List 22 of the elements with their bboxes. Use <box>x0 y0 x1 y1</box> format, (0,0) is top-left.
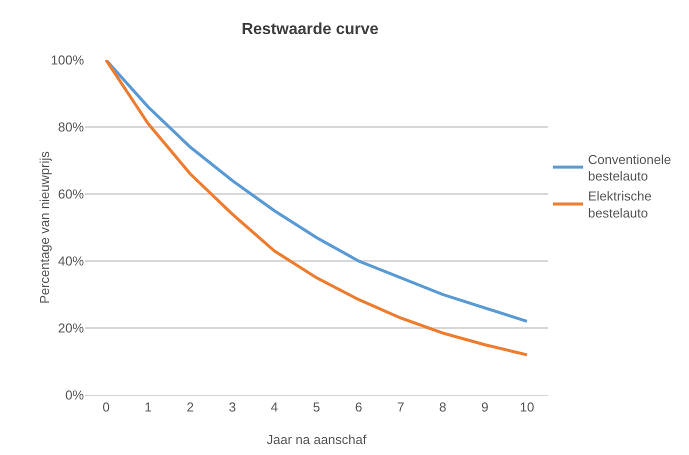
y-tick-label: 80% <box>58 120 84 135</box>
y-tick-label: 100% <box>50 52 84 68</box>
y-tick-label: 20% <box>58 320 84 336</box>
legend-label: Elektrische bestelauto <box>588 188 652 220</box>
x-tick-label: 9 <box>481 400 488 415</box>
y-tick-label: 0% <box>65 388 84 403</box>
x-tick-label: 5 <box>312 400 320 415</box>
x-tick-label: 0 <box>102 400 110 415</box>
y-tick-label: 40% <box>58 254 84 269</box>
legend-label: Conventionele bestelauto <box>588 152 672 184</box>
x-tick-label: 6 <box>354 400 362 415</box>
x-tick-label: 1 <box>144 400 152 415</box>
chart-title: Restwaarde curve <box>242 20 379 38</box>
x-axis-title: Jaar na aanschaf <box>266 432 367 447</box>
x-tick-label: 8 <box>439 400 446 415</box>
x-tick-label: 2 <box>186 400 194 415</box>
y-axis-title: Percentage van nieuwprijs <box>37 150 52 304</box>
x-tick-label: 4 <box>270 400 278 415</box>
y-tick-label: 60% <box>58 186 84 202</box>
x-tick-label: 3 <box>228 400 236 415</box>
x-tick-label: 10 <box>520 400 534 415</box>
x-tick-label: 7 <box>397 400 404 415</box>
